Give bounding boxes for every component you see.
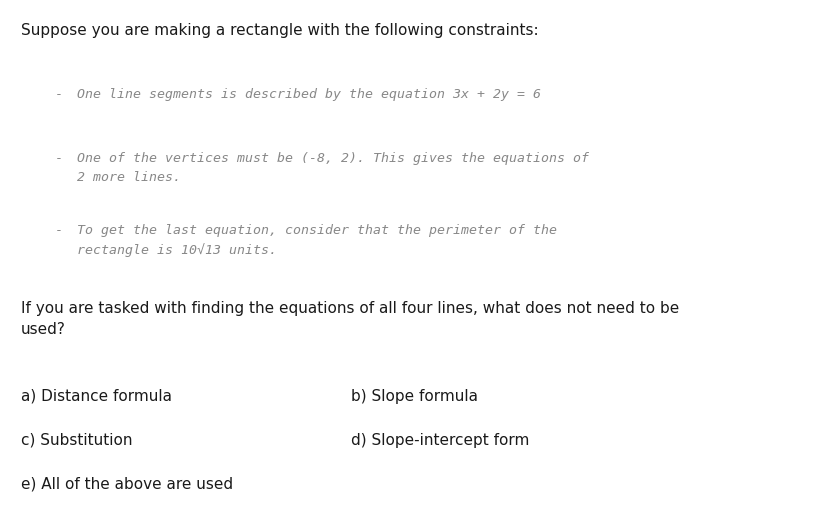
Text: -: - — [54, 224, 63, 237]
Text: a) Distance formula: a) Distance formula — [21, 389, 172, 404]
Text: -: - — [54, 152, 63, 165]
Text: To get the last equation, consider that the perimeter of the
rectangle is 10√13 : To get the last equation, consider that … — [77, 224, 557, 258]
Text: Suppose you are making a rectangle with the following constraints:: Suppose you are making a rectangle with … — [21, 23, 538, 38]
Text: e) All of the above are used: e) All of the above are used — [21, 476, 233, 491]
Text: c) Substitution: c) Substitution — [21, 433, 132, 448]
Text: b) Slope formula: b) Slope formula — [351, 389, 478, 404]
Text: If you are tasked with finding the equations of all four lines, what does not ne: If you are tasked with finding the equat… — [21, 301, 679, 337]
Text: -: - — [54, 88, 63, 100]
Text: d) Slope-intercept form: d) Slope-intercept form — [351, 433, 529, 448]
Text: One line segments is described by the equation 3x + 2y = 6: One line segments is described by the eq… — [77, 88, 541, 100]
Text: One of the vertices must be (-8, 2). This gives the equations of
2 more lines.: One of the vertices must be (-8, 2). Thi… — [77, 152, 589, 184]
